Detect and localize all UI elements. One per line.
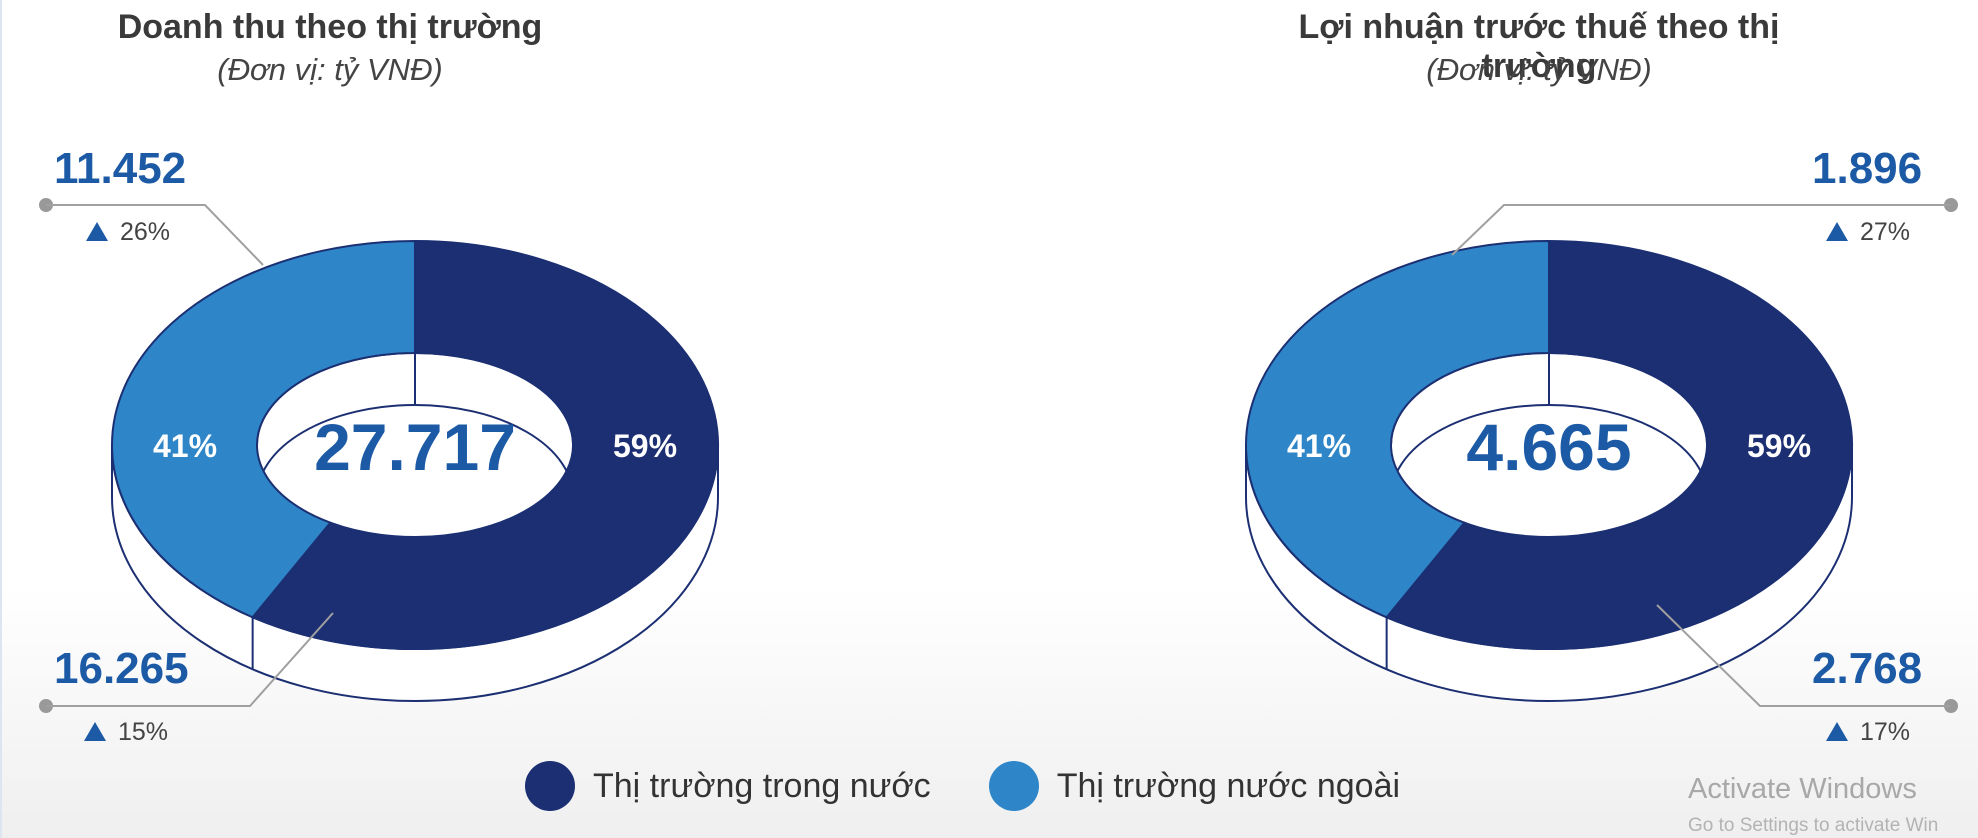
callout-line-bottom [1656,604,1951,707]
chart-subtitle: (Đơn vị: tỷ VNĐ) [217,52,443,87]
donut-slice-foreign [1245,239,1550,619]
profit-donut-chart: 59% 41% 4.665 [1245,198,1958,713]
up-triangle-icon [1826,722,1848,741]
up-triangle-icon [86,222,108,241]
revenue-chart-panel: Doanh thu theo thị trường (Đơn vị: tỷ VN… [39,8,719,747]
up-triangle-icon [1826,222,1848,241]
chart-subtitle: (Đơn vị: tỷ VNĐ) [1426,52,1652,87]
callout-line-top [1451,204,1951,256]
legend-label-domestic: Thị trường trong nước [593,766,931,805]
legend-item-domestic: Thị trường trong nước [525,761,931,811]
foreign-percent-label: 41% [1287,428,1351,464]
activate-windows-hint: Go to Settings to activate Win [1688,815,1939,836]
domestic-profit-value: 2.768 [1812,644,1923,693]
foreign-revenue-growth: 26% [86,218,170,247]
frame-border [0,0,2,838]
chart-legend: Thị trường trong nước Thị trường nước ng… [525,758,1458,814]
up-triangle-icon [84,722,106,741]
domestic-revenue-growth: 15% [84,718,168,747]
domestic-percent-label: 59% [1747,428,1811,464]
donut-slice-foreign [111,239,416,619]
callout-line-bottom [46,612,334,707]
legend-label-foreign: Thị trường nước ngoài [1056,766,1401,805]
legend-swatch-domestic [525,761,575,811]
chart-title: Lợi nhuận trước thuế theo thị trường [1298,8,1780,85]
domestic-percent-label: 59% [613,428,677,464]
callout-line-top [46,204,264,266]
center-total-value: 27.717 [314,410,516,484]
foreign-revenue-value: 11.452 [54,144,187,193]
center-total-value: 4.665 [1466,410,1631,484]
legend-swatch-foreign [988,761,1039,811]
revenue-donut-chart: 59% 41% 27.717 [39,198,719,713]
profit-chart-panel: Lợi nhuận trước thuế theo thị trường (Đơ… [989,0,1978,838]
donut-slice-domestic [251,239,719,650]
activate-windows-watermark: Activate Windows [1688,773,1917,805]
donut-slice-domestic [1385,239,1853,650]
growth-label: 27% [1860,218,1911,246]
foreign-percent-label: 41% [153,428,217,464]
domestic-profit-growth: 17% [1826,718,1910,747]
foreign-profit-growth: 27% [1826,218,1910,247]
legend-item-foreign: Thị trường nước ngoài [988,761,1401,811]
foreign-profit-value: 1.896 [1812,144,1923,193]
growth-label: 15% [118,718,169,746]
chart-title: Doanh thu theo thị trường [117,8,543,46]
domestic-revenue-value: 16.265 [54,644,189,693]
growth-label: 17% [1860,718,1911,746]
growth-label: 26% [120,218,171,246]
